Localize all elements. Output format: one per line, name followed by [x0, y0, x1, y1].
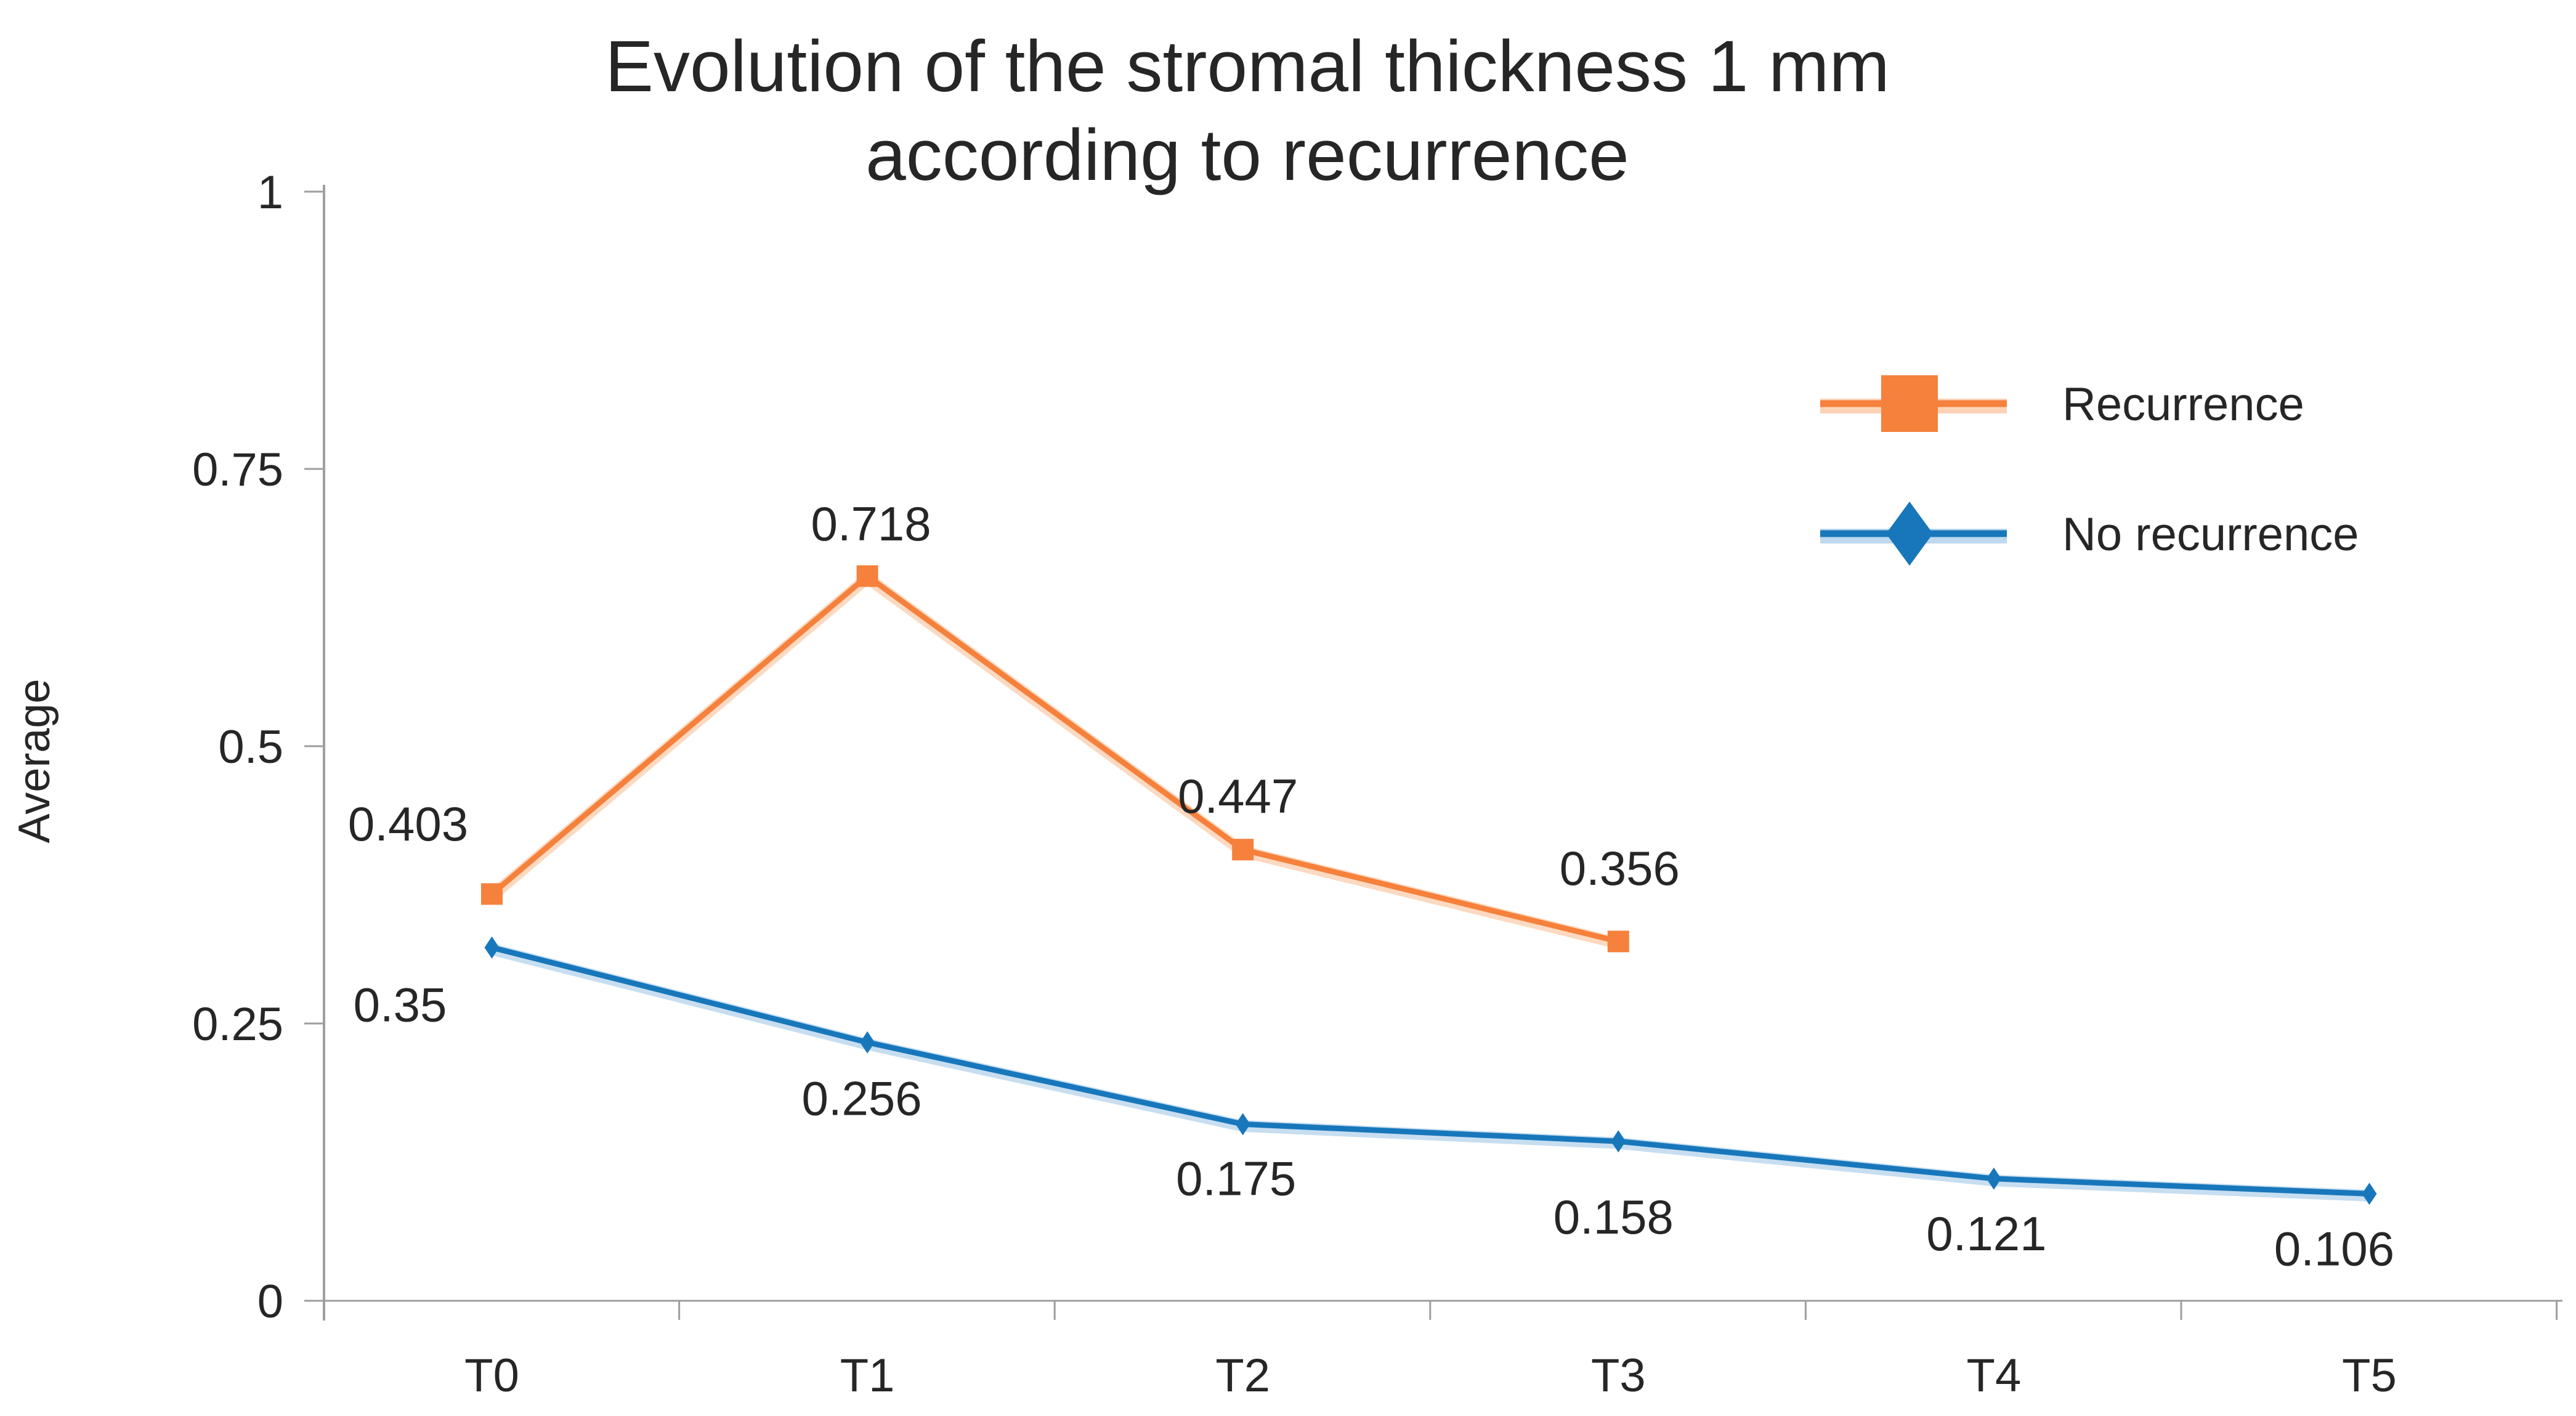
legend-label-recurrence: Recurrence — [2062, 378, 2304, 431]
y-tick-label: 0.75 — [192, 444, 283, 496]
series-line-halo — [490, 943, 2370, 1202]
data-point-label: 0.158 — [1553, 1190, 1674, 1244]
data-point-label: 0.718 — [811, 497, 931, 551]
data-point-marker-diamond — [1235, 1113, 1250, 1136]
x-category-label: T4 — [1967, 1349, 2022, 1402]
data-point-label: 0.447 — [1178, 769, 1298, 823]
series-line — [491, 945, 2370, 1197]
data-point-marker-square — [856, 565, 878, 587]
y-tick-label: 0.25 — [192, 998, 283, 1051]
axes — [304, 185, 2562, 1320]
data-point-label: 0.403 — [348, 797, 468, 851]
series-line — [490, 572, 1619, 945]
y-axis-ticks: 1 0.75 0.5 0.25 0 — [192, 166, 324, 1328]
data-point-marker-diamond — [484, 936, 500, 959]
data-point-marker-diamond — [1611, 1130, 1626, 1153]
data-point-marker-diamond — [1986, 1167, 2001, 1190]
data-point-label: 0.256 — [801, 1072, 921, 1126]
data-point-label: 0.121 — [1926, 1206, 2046, 1261]
data-labels-layer: 0.403 0.718 0.447 0.356 0.35 0.256 0.175 0.158 0… — [348, 497, 2394, 1276]
data-point-label: 0.356 — [1560, 841, 1680, 895]
x-category-label: T5 — [2342, 1349, 2397, 1402]
legend-label-no-recurrence: No recurrence — [2062, 508, 2359, 561]
data-point-label: 0.35 — [354, 978, 447, 1032]
chart-title-line1: Evolution of the stromal thickness 1 mm — [605, 26, 1890, 107]
y-tick-label: 0.5 — [218, 721, 283, 773]
x-category-label: T3 — [1591, 1349, 1646, 1402]
data-point-marker-square — [481, 883, 503, 905]
series-layer — [481, 565, 2377, 1205]
data-point-marker-diamond — [860, 1031, 875, 1054]
data-point-marker-square — [1232, 839, 1254, 861]
legend-graphics — [1820, 375, 2007, 566]
x-axis-ticks: T0 T1 T2 T3 T4 T5 — [464, 1301, 2558, 1402]
x-category-label: T1 — [840, 1349, 895, 1402]
legend: Recurrence No recurrence — [1820, 375, 2359, 566]
series-line-halo — [488, 570, 1620, 950]
data-point-label: 0.175 — [1176, 1151, 1296, 1205]
data-point-label: 0.106 — [2274, 1221, 2394, 1276]
data-point-marker-square — [1881, 375, 1938, 432]
y-axis-title: Average — [10, 679, 59, 844]
data-point-marker-square — [1607, 930, 1629, 953]
y-tick-label: 1 — [257, 166, 283, 219]
chart-title-line2: according to recurrence — [865, 115, 1629, 196]
x-category-label: T2 — [1215, 1349, 1270, 1402]
data-point-marker-diamond — [2362, 1182, 2377, 1205]
data-point-marker-diamond — [1886, 502, 1933, 566]
x-category-label: T0 — [464, 1349, 519, 1402]
y-tick-label: 0 — [257, 1276, 283, 1328]
